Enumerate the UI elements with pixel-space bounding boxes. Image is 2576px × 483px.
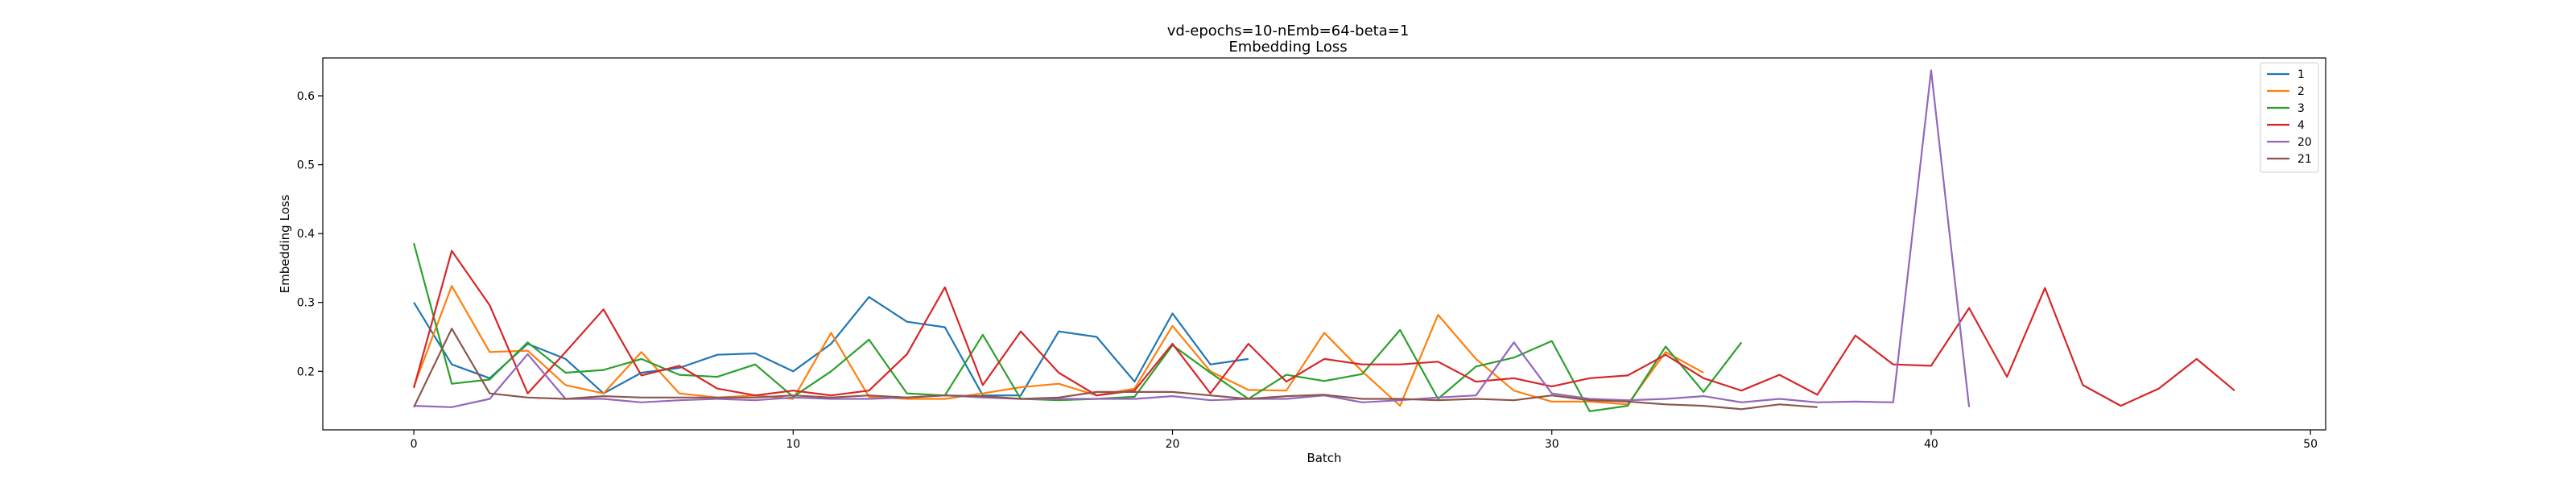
- x-axis-label: Batch: [1307, 451, 1341, 465]
- legend-label-21: 21: [2297, 153, 2312, 166]
- series-layer: [413, 69, 2235, 412]
- x-tick-label: 0: [411, 438, 418, 451]
- legend-label-4: 4: [2297, 119, 2305, 132]
- y-axis-label: Embedding Loss: [278, 194, 292, 293]
- series-line-21: [413, 328, 1818, 411]
- series-line-1: [413, 295, 1249, 397]
- y-tick-label: 0.2: [297, 365, 315, 378]
- series-line-2: [413, 285, 1704, 407]
- legend: 1 2 3 4 20 21: [2260, 62, 2319, 173]
- chart-title: vd-epochs=10-nEmb=64-beta=1: [1167, 23, 1410, 39]
- y-tick-label: 0.5: [297, 159, 315, 172]
- series-line-4: [413, 250, 2235, 407]
- chart-subtitle: Embedding Loss: [1228, 39, 1347, 56]
- legend-label-2: 2: [2297, 85, 2305, 98]
- plot-area: [322, 57, 2326, 431]
- y-tick-label: 0.3: [297, 297, 315, 310]
- legend-label-20: 20: [2297, 136, 2312, 149]
- y-tick-label: 0.4: [297, 228, 315, 241]
- x-tick-label: 50: [2303, 438, 2318, 451]
- series-line-20: [414, 69, 1971, 408]
- x-tick-label: 40: [1924, 438, 1938, 451]
- legend-label-3: 3: [2297, 102, 2305, 115]
- y-tick-label: 0.6: [297, 90, 315, 103]
- x-tick-label: 10: [786, 438, 800, 451]
- legend-label-1: 1: [2297, 68, 2305, 81]
- x-tick-label: 20: [1166, 438, 1180, 451]
- x-tick-label: 30: [1545, 438, 1559, 451]
- x-axis: 0 10 20 30 40 50: [411, 430, 2318, 451]
- y-axis: 0.2 0.3 0.4 0.5 0.6: [297, 90, 323, 378]
